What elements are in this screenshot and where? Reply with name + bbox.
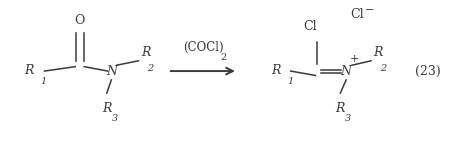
Text: R: R: [271, 64, 280, 77]
Text: 2: 2: [148, 64, 154, 73]
Text: N: N: [341, 65, 352, 78]
Text: (23): (23): [414, 65, 440, 78]
Text: −: −: [365, 5, 375, 15]
Text: +: +: [350, 54, 360, 64]
Text: R: R: [102, 102, 111, 115]
Text: (COCl): (COCl): [183, 40, 223, 53]
Text: 1: 1: [40, 77, 47, 86]
Text: O: O: [75, 14, 85, 27]
Text: N: N: [106, 65, 117, 78]
Text: 2: 2: [220, 53, 226, 62]
Text: 3: 3: [345, 114, 352, 123]
Text: 3: 3: [112, 114, 118, 123]
Text: R: R: [141, 46, 150, 59]
Text: 1: 1: [287, 77, 293, 86]
Text: Cl: Cl: [303, 20, 317, 33]
Text: 2: 2: [380, 64, 386, 73]
Text: R: R: [373, 46, 383, 59]
Text: Cl: Cl: [351, 8, 364, 21]
Text: R: R: [336, 102, 345, 115]
Text: R: R: [24, 64, 34, 77]
